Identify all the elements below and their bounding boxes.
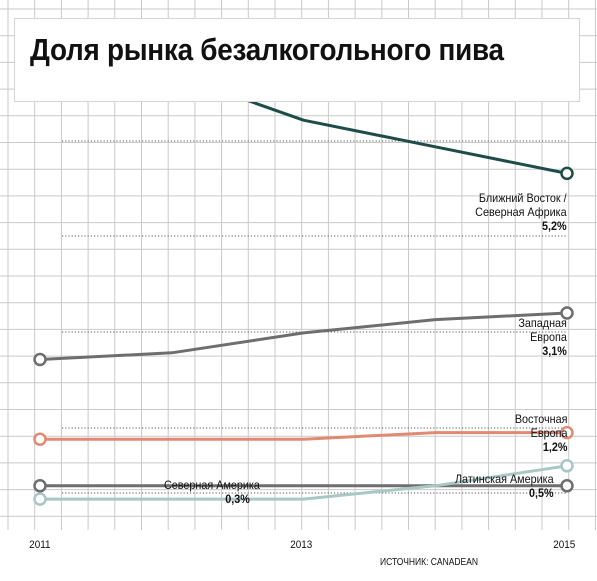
source-note: ИСТОЧНИК: CANADEAN bbox=[380, 557, 479, 568]
chart-title: Доля рынка безалкогольного пива bbox=[30, 32, 504, 67]
series-label-north-america: Северная Америка 0,3% bbox=[164, 478, 260, 506]
series-value-latin-america: 0,5% bbox=[529, 486, 554, 500]
series-label-latin-america: Латинская Америка 0,5% bbox=[455, 472, 554, 500]
series-marker-2-end bbox=[560, 425, 574, 440]
series-line-4 bbox=[38, 464, 569, 501]
series-value-western-europe: 3,1% bbox=[542, 344, 567, 358]
series-label-western-europe-line1: Западная bbox=[518, 316, 567, 330]
series-line-2 bbox=[38, 431, 569, 441]
series-label-eastern-europe: Восточная Европа 1,2% bbox=[514, 412, 567, 454]
series-label-western-europe-line2: Европа bbox=[530, 330, 567, 344]
series-value-north-america: 0,3% bbox=[225, 492, 250, 506]
series-label-mena-line2: Северная Африка bbox=[475, 205, 567, 219]
series-marker-4-end bbox=[560, 459, 574, 473]
series-label-north-america-line1: Северная Америка bbox=[164, 478, 260, 492]
series-marker-0-end bbox=[560, 166, 574, 181]
series-marker-4-start bbox=[33, 492, 47, 506]
series-marker-1-end bbox=[560, 306, 574, 320]
series-marker-3-end bbox=[560, 479, 574, 493]
series-label-eastern-europe-line2: Европа bbox=[530, 426, 567, 440]
x-tick-2013: 2013 bbox=[290, 539, 313, 551]
series-value-mena: 5,2% bbox=[542, 219, 567, 233]
series-value-eastern-europe: 1,2% bbox=[542, 440, 567, 454]
series-marker-3-start bbox=[33, 479, 47, 493]
series-label-eastern-europe-line1: Восточная bbox=[514, 412, 567, 426]
series-marker-2-start bbox=[33, 432, 47, 446]
series-label-mena-line1: Ближний Восток / bbox=[479, 191, 567, 205]
series-lines bbox=[38, 72, 569, 501]
series-label-mena: Ближний Восток / Северная Африка 5,2% bbox=[476, 191, 567, 233]
series-label-western-europe: Западная Европа 3,1% bbox=[518, 316, 567, 358]
x-tick-2015: 2015 bbox=[553, 539, 576, 551]
series-marker-1-start bbox=[33, 352, 47, 367]
series-label-latin-america-line1: Латинская Америка bbox=[455, 472, 554, 486]
label-guide-lines bbox=[62, 140, 567, 494]
series-line-1 bbox=[38, 311, 569, 361]
title-box bbox=[14, 18, 580, 102]
x-tick-2011: 2011 bbox=[29, 539, 51, 551]
